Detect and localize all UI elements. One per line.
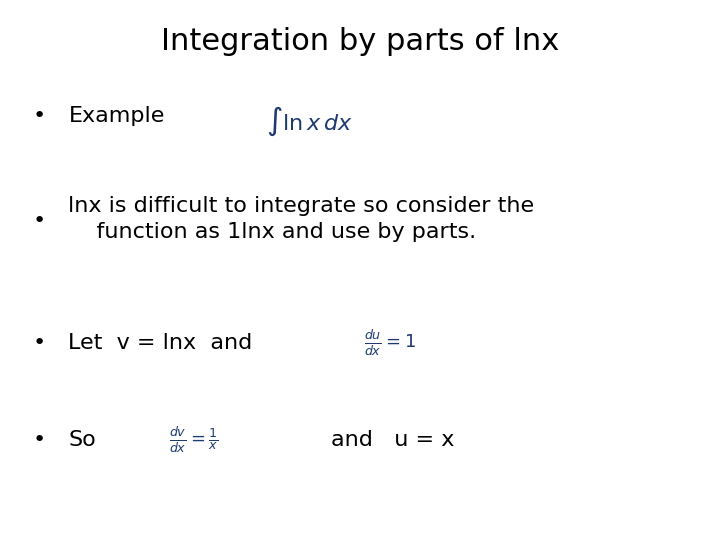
- Text: •: •: [33, 333, 46, 353]
- Text: So: So: [68, 430, 96, 450]
- Text: $\frac{du}{dx} = 1$: $\frac{du}{dx} = 1$: [364, 328, 415, 357]
- Text: Integration by parts of lnx: Integration by parts of lnx: [161, 27, 559, 56]
- Text: $\frac{dv}{dx} = \frac{1}{x}$: $\frac{dv}{dx} = \frac{1}{x}$: [169, 426, 219, 455]
- Text: $\int \ln x\, dx$: $\int \ln x\, dx$: [266, 105, 353, 138]
- Text: Example: Example: [68, 106, 165, 126]
- Text: lnx is difficult to integrate so consider the
    function as 1lnx and use by pa: lnx is difficult to integrate so conside…: [68, 195, 534, 242]
- Text: •: •: [33, 211, 46, 232]
- Text: Let  v = lnx  and: Let v = lnx and: [68, 333, 253, 353]
- Text: and   u = x: and u = x: [331, 430, 454, 450]
- Text: •: •: [33, 430, 46, 450]
- Text: •: •: [33, 106, 46, 126]
